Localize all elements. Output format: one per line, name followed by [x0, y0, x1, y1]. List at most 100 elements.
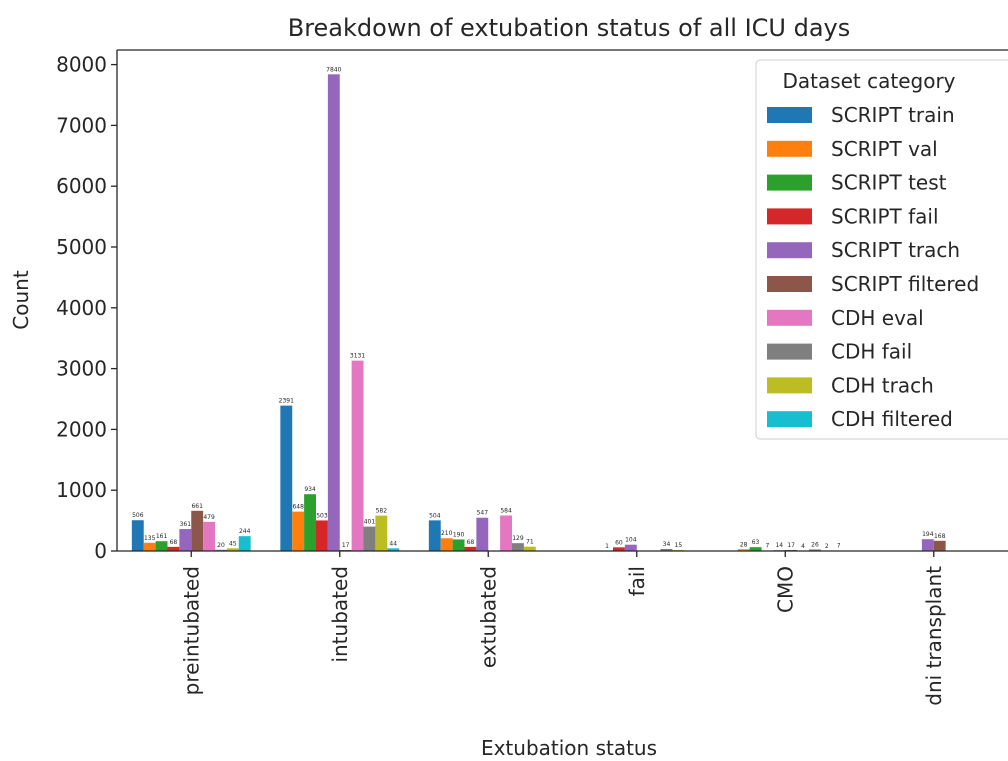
bar-value-label: 7	[766, 543, 770, 550]
legend-swatch	[767, 276, 812, 292]
bar-value-label: 7840	[326, 66, 341, 73]
bar-value-label: 194	[922, 531, 934, 538]
legend-entry-label: SCRIPT val	[831, 137, 938, 161]
bar	[934, 541, 946, 551]
bar-value-label: 504	[429, 512, 441, 519]
y-tick-label: 2000	[56, 417, 107, 441]
legend-entry-label: CDH filtered	[831, 407, 953, 431]
bar	[453, 539, 465, 551]
bar	[375, 516, 387, 551]
bar	[476, 518, 488, 551]
bar-value-label: 361	[180, 521, 192, 528]
bar-value-label: 135	[144, 535, 156, 542]
bar-value-label: 3131	[350, 353, 365, 360]
bar-value-label: 934	[304, 486, 316, 493]
x-tick-label: CMO	[773, 566, 797, 613]
legend-entry-label: SCRIPT filtered	[831, 272, 979, 296]
legend-entry-label: SCRIPT test	[831, 171, 947, 195]
bar-value-label: 2391	[279, 398, 294, 405]
bar	[512, 543, 524, 551]
bar-value-label: 161	[156, 533, 168, 540]
bar	[625, 545, 637, 551]
legend-swatch	[767, 242, 812, 258]
bar-value-label: 503	[316, 512, 328, 519]
y-tick-label: 8000	[56, 53, 107, 77]
bar-value-label: 506	[132, 512, 144, 519]
bar-value-label: 479	[203, 514, 215, 521]
bar-value-label: 401	[364, 519, 376, 526]
bar	[191, 511, 203, 551]
bar	[144, 543, 156, 551]
y-tick-label: 5000	[56, 235, 107, 259]
x-tick-label: extubated	[476, 566, 500, 668]
bar	[429, 520, 441, 551]
bar-value-label: 60	[615, 539, 623, 546]
legend-swatch	[767, 208, 812, 224]
chart-title: Breakdown of extubation status of all IC…	[288, 14, 851, 42]
bar-value-label: 547	[477, 510, 489, 517]
y-tick-label: 1000	[56, 478, 107, 502]
legend-swatch	[767, 141, 812, 157]
bar	[500, 515, 512, 551]
legend-title: Dataset category	[782, 69, 955, 93]
bar	[203, 522, 215, 551]
bar	[328, 74, 340, 551]
y-tick-label: 3000	[56, 357, 107, 381]
bar-value-label: 44	[389, 540, 397, 547]
legend-entry-label: CDH eval	[831, 306, 924, 330]
bar	[922, 539, 934, 551]
bar-value-label: 7	[837, 543, 841, 550]
bar-value-label: 28	[740, 541, 748, 548]
legend-entry-label: SCRIPT fail	[831, 204, 939, 228]
bar	[316, 520, 328, 551]
bar-value-label: 15	[675, 542, 683, 549]
bar-value-label: 68	[170, 539, 178, 546]
bar-value-label: 129	[512, 535, 524, 542]
bar	[352, 361, 364, 551]
bar-value-label: 17	[787, 542, 795, 549]
legend-swatch	[767, 377, 812, 393]
y-tick-label: 0	[94, 539, 107, 563]
x-tick-label: preintubated	[179, 566, 203, 695]
bar-value-label: 63	[752, 539, 760, 546]
legend-swatch	[767, 107, 812, 123]
legend-swatch	[767, 411, 812, 427]
bar	[132, 520, 144, 551]
legend-swatch	[767, 344, 812, 360]
x-tick-label: fail	[625, 566, 649, 596]
bar	[441, 538, 453, 551]
bar-value-label: 661	[191, 503, 203, 510]
bar-value-label: 17	[342, 542, 350, 549]
legend-entry-label: SCRIPT trach	[831, 238, 960, 262]
legend-entry-label: CDH fail	[831, 340, 912, 364]
y-tick-label: 7000	[56, 113, 107, 137]
bar	[179, 529, 191, 551]
bar-value-label: 71	[526, 539, 534, 546]
bar-value-label: 2	[825, 543, 829, 550]
legend: Dataset category SCRIPT train SCRIPT val S…	[756, 60, 1008, 439]
y-tick-label: 4000	[56, 296, 107, 320]
bar	[364, 527, 376, 551]
bar-value-label: 168	[934, 533, 946, 540]
bar-value-label: 20	[217, 542, 225, 549]
legend-entry-label: SCRIPT train	[831, 103, 955, 127]
bar-value-label: 68	[467, 539, 475, 546]
bar-value-label: 104	[625, 537, 637, 544]
legend-swatch	[767, 175, 812, 191]
bar-value-label: 34	[663, 541, 671, 548]
y-tick-label: 6000	[56, 174, 107, 198]
y-axis-label: Count	[9, 270, 33, 330]
bar	[239, 536, 251, 551]
bar-value-label: 244	[239, 528, 251, 535]
bar	[304, 494, 316, 551]
bar-value-label: 1	[605, 543, 609, 550]
bar-value-label: 648	[292, 504, 304, 511]
bar-value-label: 210	[441, 530, 453, 537]
legend-entry-label: CDH trach	[831, 373, 934, 397]
x-tick-label: intubated	[328, 566, 352, 663]
bar	[292, 512, 304, 551]
bar-value-label: 26	[811, 541, 819, 548]
bar-value-label: 4	[801, 543, 805, 550]
